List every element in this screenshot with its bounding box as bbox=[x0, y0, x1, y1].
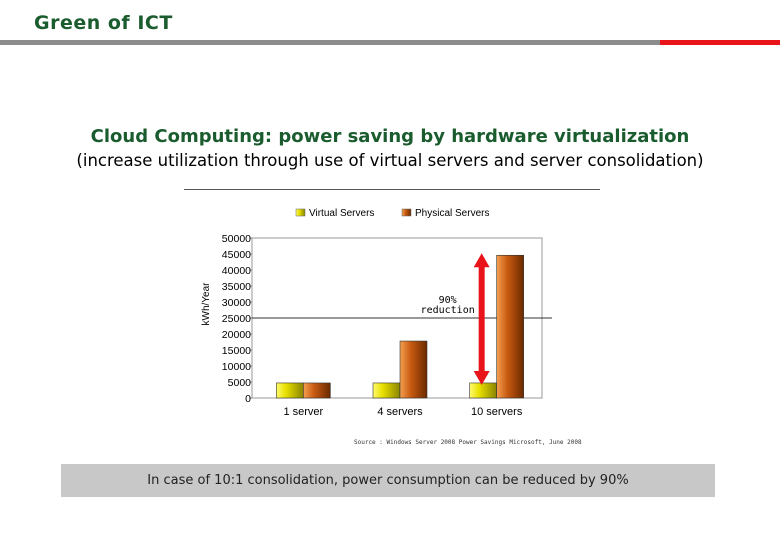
bar-physical bbox=[496, 254, 524, 399]
y-axis: 5000045000400003500030000250002000015000… bbox=[201, 233, 552, 405]
bar-virtual bbox=[372, 382, 401, 399]
y-tick-label: 5000 bbox=[228, 377, 252, 389]
reduction-percent: 90% bbox=[439, 295, 457, 306]
y-tick-label: 50000 bbox=[222, 233, 251, 245]
y-tick-label: 40000 bbox=[222, 265, 251, 277]
x-tick-label: 1 server bbox=[283, 406, 323, 418]
y-tick-label: 20000 bbox=[222, 329, 251, 341]
y-tick-label: 10000 bbox=[222, 361, 251, 373]
x-tick-label: 4 servers bbox=[377, 406, 423, 418]
legend-swatch-0 bbox=[295, 208, 306, 217]
reduction-annotation: 90%reduction bbox=[421, 253, 490, 385]
y-tick-label: 45000 bbox=[222, 249, 251, 261]
slide-heading: Cloud Computing: power saving by hardwar… bbox=[90, 126, 690, 147]
y-axis-label: kWh/Year bbox=[201, 282, 212, 326]
legend-label-1: Physical Servers bbox=[415, 208, 489, 219]
header-divider-red bbox=[660, 40, 780, 45]
header-divider-gray bbox=[0, 40, 660, 45]
reduction-arrow-head-bottom bbox=[473, 370, 490, 385]
x-tick-label: 10 servers bbox=[471, 406, 523, 418]
bar-virtual bbox=[469, 382, 497, 399]
y-tick-label: 15000 bbox=[222, 345, 251, 357]
x-axis: 1 server 4 servers 10 servers bbox=[283, 406, 522, 418]
bar-chart: Virtual Servers Physical Servers 50000450… bbox=[201, 208, 552, 418]
slide-subheading: (increase utilization through use of vir… bbox=[76, 151, 704, 170]
legend-swatch-1 bbox=[401, 208, 412, 217]
y-tick-label: 30000 bbox=[222, 297, 251, 309]
legend: Virtual Servers Physical Servers bbox=[295, 208, 489, 219]
bar-virtual bbox=[276, 382, 304, 399]
source-note: Source : Windows Server 2008 Power Savin… bbox=[354, 439, 582, 446]
title-rule bbox=[184, 189, 600, 190]
callout-box: In case of 10:1 consolidation, power con… bbox=[61, 464, 715, 497]
bar-physical bbox=[303, 382, 331, 399]
bars bbox=[276, 254, 524, 399]
y-tick-label: 35000 bbox=[222, 281, 251, 293]
y-tick-label: 0 bbox=[245, 393, 251, 405]
callout-text: In case of 10:1 consolidation, power con… bbox=[147, 473, 629, 488]
reduction-arrow-head-top bbox=[473, 253, 490, 268]
legend-label-0: Virtual Servers bbox=[309, 208, 374, 219]
bar-physical bbox=[399, 340, 428, 399]
header-title: Green of ICT bbox=[34, 12, 173, 34]
reduction-label: reduction bbox=[421, 305, 475, 316]
y-tick-label: 25000 bbox=[222, 313, 251, 325]
